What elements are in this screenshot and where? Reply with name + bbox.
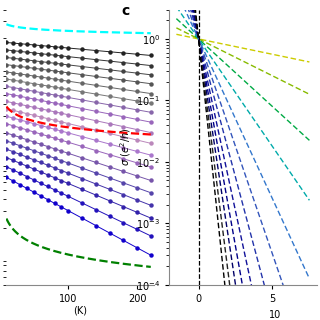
X-axis label: (K): (K) (73, 305, 87, 315)
Text: 10: 10 (269, 309, 282, 320)
Y-axis label: $\sigma$ ($e^2/h$): $\sigma$ ($e^2/h$) (118, 128, 133, 166)
Text: c: c (122, 4, 130, 18)
